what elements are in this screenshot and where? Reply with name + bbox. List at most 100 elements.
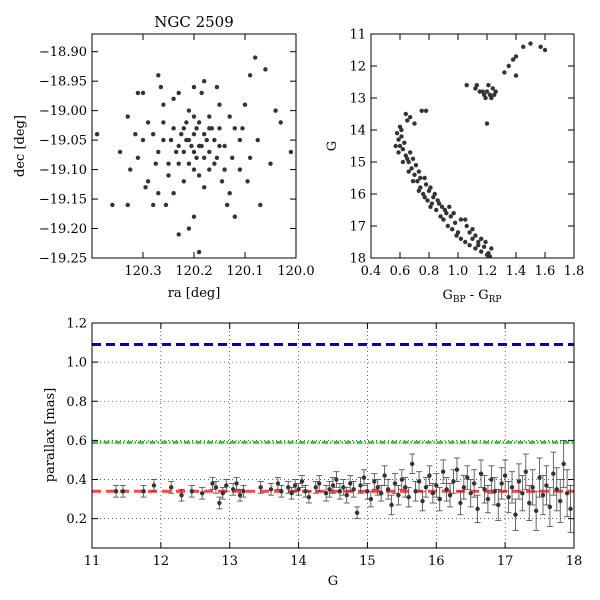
star-point [219,179,225,184]
parallax-point [551,471,556,476]
star-point [181,179,186,184]
panel-a-ytick-label: −18.90 [39,45,87,60]
panel-c-xtick-label: 17 [497,554,514,569]
panel-c-grid [91,322,575,548]
parallax-point [358,483,363,488]
star-point [171,126,176,131]
cmd-point [397,143,403,149]
cmd-point [410,156,416,161]
parallax-point [430,491,436,496]
cmd-point [467,243,472,248]
star-point [191,214,197,219]
parallax-point [210,481,215,486]
parallax-point [537,475,542,480]
panel-c-points [113,439,574,533]
panel-c-axis-ticks: 11 12 13 14 15 16 17 18 0.2 0.4 0.6 0.8 1.0 1.2 [66,317,582,570]
star-point [133,132,138,137]
parallax-point [365,489,370,494]
parallax-point [564,491,570,496]
cmd-point [428,204,433,209]
parallax-point [406,494,411,500]
parallax-point [540,492,546,498]
cmd-point [422,195,427,200]
panel-c-ytick-label: 1.0 [66,356,87,371]
star-point [135,155,141,160]
star-point [125,202,130,208]
panel-c-frame [91,322,575,549]
parallax-point [189,489,195,494]
cmd-point [474,83,480,88]
panel-b-axis-ticks: 0.4 0.6 0.8 1.0 1.2 1.4 1.6 1.8 11 12 13 14 15 16 17 18 [349,28,584,280]
star-point [191,149,197,155]
panel-c-ytick-label: 0.4 [66,473,87,488]
parallax-point [399,477,405,482]
panel-c-xtick-label: 11 [84,554,101,569]
cmd-point [413,163,419,168]
star-point [227,190,232,196]
star-point [156,149,161,155]
cmd-point [402,140,407,145]
parallax-point [286,485,291,490]
star-point [196,173,202,178]
panel-a-xlabel: ra [deg] [168,286,221,301]
star-point [204,137,209,143]
star-point [189,143,194,149]
star-point [145,179,151,184]
star-point [212,161,217,166]
star-point [222,143,227,149]
cmd-point [470,236,475,241]
parallax-point [423,485,429,490]
parallax-point [168,485,174,490]
star-point [237,167,243,172]
star-point [166,161,171,166]
parallax-point [409,461,415,467]
cmd-point [473,233,478,238]
star-point [176,90,181,96]
star-point [143,185,148,190]
star-point [191,167,197,172]
panel-b-xtick-label: 1.2 [477,264,498,279]
star-point [196,249,202,255]
cmd-point [476,239,481,245]
cmd-point [486,83,491,88]
cmd-point [399,127,404,133]
star-point [202,78,207,84]
star-point [255,137,260,143]
cmd-point [510,57,516,62]
cmd-point [481,244,487,249]
star-point [140,90,146,96]
cmd-point [419,108,424,114]
star-point [194,155,199,160]
parallax-point [513,512,518,517]
star-point [217,126,222,131]
parallax-point [499,481,504,486]
star-point [214,84,220,90]
panel-b-xtick-label: 0.8 [419,264,440,279]
star-point [263,67,268,72]
parallax-point [389,502,394,508]
cmd-point [423,108,429,114]
cmd-point [439,204,445,209]
parallax-point [461,485,467,490]
parallax-point [475,506,480,512]
cmd-point [416,188,422,193]
cmd-point [463,217,468,222]
parallax-point [361,475,367,480]
cmd-point [479,236,484,241]
panel-a-ytick-label: −19.20 [39,222,87,237]
star-point [171,96,176,102]
cmd-point [423,182,429,187]
cmd-point [490,86,495,91]
panel-b-xtick-label: 1.4 [506,264,527,279]
star-point [156,190,161,196]
panel-b-ytick-label: 15 [349,156,366,171]
parallax-point [489,477,494,482]
panel-c-ytick-label: 0.6 [66,434,87,449]
parallax-point [313,485,318,490]
star-point [199,90,204,96]
panel-a-ylabel: dec [deg] [13,115,28,177]
parallax-point [516,479,522,484]
cmd-point [442,207,448,213]
parallax-point [547,504,553,510]
star-point [247,155,253,160]
